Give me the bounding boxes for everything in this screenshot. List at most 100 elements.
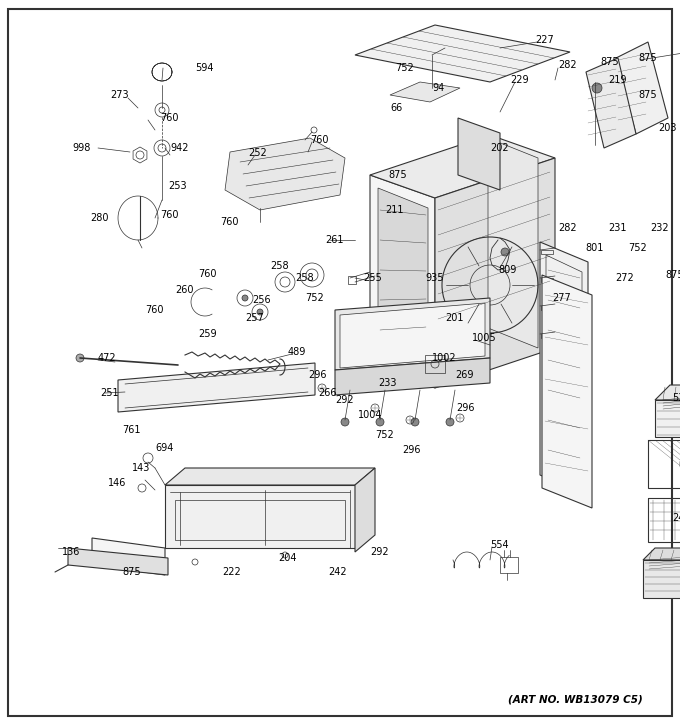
Text: 533: 533: [672, 393, 680, 403]
Text: 260: 260: [175, 285, 194, 295]
Circle shape: [257, 309, 263, 315]
Polygon shape: [68, 548, 168, 575]
Circle shape: [411, 418, 419, 426]
Circle shape: [242, 295, 248, 301]
Polygon shape: [390, 82, 460, 102]
Polygon shape: [655, 385, 680, 400]
Text: 935: 935: [425, 273, 443, 283]
Text: 202: 202: [490, 143, 509, 153]
Text: 760: 760: [198, 269, 216, 279]
Polygon shape: [488, 138, 538, 348]
Text: 252: 252: [248, 148, 267, 158]
Text: 752: 752: [395, 63, 413, 73]
Text: 760: 760: [220, 217, 239, 227]
Text: 266: 266: [318, 388, 337, 398]
Text: 258: 258: [295, 273, 313, 283]
Polygon shape: [643, 560, 680, 598]
Text: 227: 227: [535, 35, 554, 45]
Text: 1002: 1002: [432, 353, 457, 363]
Text: 875: 875: [638, 53, 657, 63]
Text: 752: 752: [305, 293, 324, 303]
Text: 292: 292: [370, 547, 389, 557]
Text: 760: 760: [160, 210, 178, 220]
Text: 232: 232: [650, 223, 668, 233]
Text: 258: 258: [270, 261, 288, 271]
Text: 554: 554: [490, 540, 509, 550]
Polygon shape: [165, 485, 355, 548]
Text: 269: 269: [455, 370, 473, 380]
Text: 233: 233: [378, 378, 396, 388]
Bar: [541, 334, 553, 338]
Polygon shape: [335, 298, 490, 370]
Polygon shape: [92, 538, 165, 575]
Text: 229: 229: [510, 75, 528, 85]
Bar: [648, 498, 680, 542]
Text: 231: 231: [608, 223, 626, 233]
Text: 201: 201: [445, 313, 464, 323]
Text: 296: 296: [308, 370, 326, 380]
Text: 204: 204: [278, 553, 296, 563]
Text: 875: 875: [638, 90, 657, 100]
Circle shape: [76, 354, 84, 362]
Text: 256: 256: [252, 295, 271, 305]
Text: 273: 273: [110, 90, 129, 100]
Text: 594: 594: [195, 63, 214, 73]
Polygon shape: [118, 363, 315, 412]
Text: 146: 146: [108, 478, 126, 488]
Text: 211: 211: [385, 205, 403, 215]
Text: (ART NO. WB13079 C5): (ART NO. WB13079 C5): [508, 695, 643, 705]
Text: 998: 998: [72, 143, 90, 153]
Text: 760: 760: [310, 135, 328, 145]
Text: 136: 136: [62, 547, 80, 557]
Text: 251: 251: [100, 388, 118, 398]
Polygon shape: [378, 188, 428, 375]
Polygon shape: [355, 468, 375, 552]
Circle shape: [446, 418, 454, 426]
Text: 253: 253: [168, 181, 186, 191]
Text: 272: 272: [615, 273, 634, 283]
Text: 489: 489: [288, 347, 307, 357]
Polygon shape: [225, 138, 345, 210]
Text: 292: 292: [335, 395, 354, 405]
Text: 66: 66: [390, 103, 403, 113]
Text: 282: 282: [558, 60, 577, 70]
Text: 875: 875: [665, 270, 680, 280]
Bar: [541, 278, 553, 282]
Polygon shape: [540, 242, 588, 495]
Text: 752: 752: [375, 430, 394, 440]
Circle shape: [592, 83, 602, 93]
Circle shape: [501, 248, 509, 256]
Polygon shape: [458, 118, 500, 190]
Text: 203: 203: [658, 123, 677, 133]
Bar: [175, 500, 345, 540]
Text: 760: 760: [160, 113, 178, 123]
Text: 761: 761: [122, 425, 141, 435]
Text: 280: 280: [90, 213, 109, 223]
Text: 752: 752: [628, 243, 647, 253]
Text: 219: 219: [608, 75, 626, 85]
Text: 694: 694: [155, 443, 173, 453]
Polygon shape: [616, 42, 668, 134]
Text: 255: 255: [363, 273, 381, 283]
Text: 143: 143: [132, 463, 150, 473]
Bar: [648, 440, 680, 488]
Circle shape: [341, 418, 349, 426]
Polygon shape: [340, 303, 485, 368]
Bar: [541, 306, 553, 310]
Bar: [541, 250, 553, 254]
Bar: [348, 276, 356, 284]
Text: 261: 261: [325, 235, 343, 245]
Polygon shape: [655, 400, 680, 437]
Text: 760: 760: [145, 305, 163, 315]
Text: 875: 875: [122, 567, 141, 577]
Polygon shape: [586, 58, 636, 148]
Text: 1005: 1005: [472, 333, 496, 343]
Polygon shape: [542, 275, 592, 508]
Polygon shape: [165, 468, 375, 485]
Text: 809: 809: [498, 265, 516, 275]
Bar: [425, 355, 445, 373]
Text: 1004: 1004: [358, 410, 382, 420]
Polygon shape: [335, 358, 490, 395]
Text: 296: 296: [456, 403, 475, 413]
Text: 242: 242: [328, 567, 347, 577]
